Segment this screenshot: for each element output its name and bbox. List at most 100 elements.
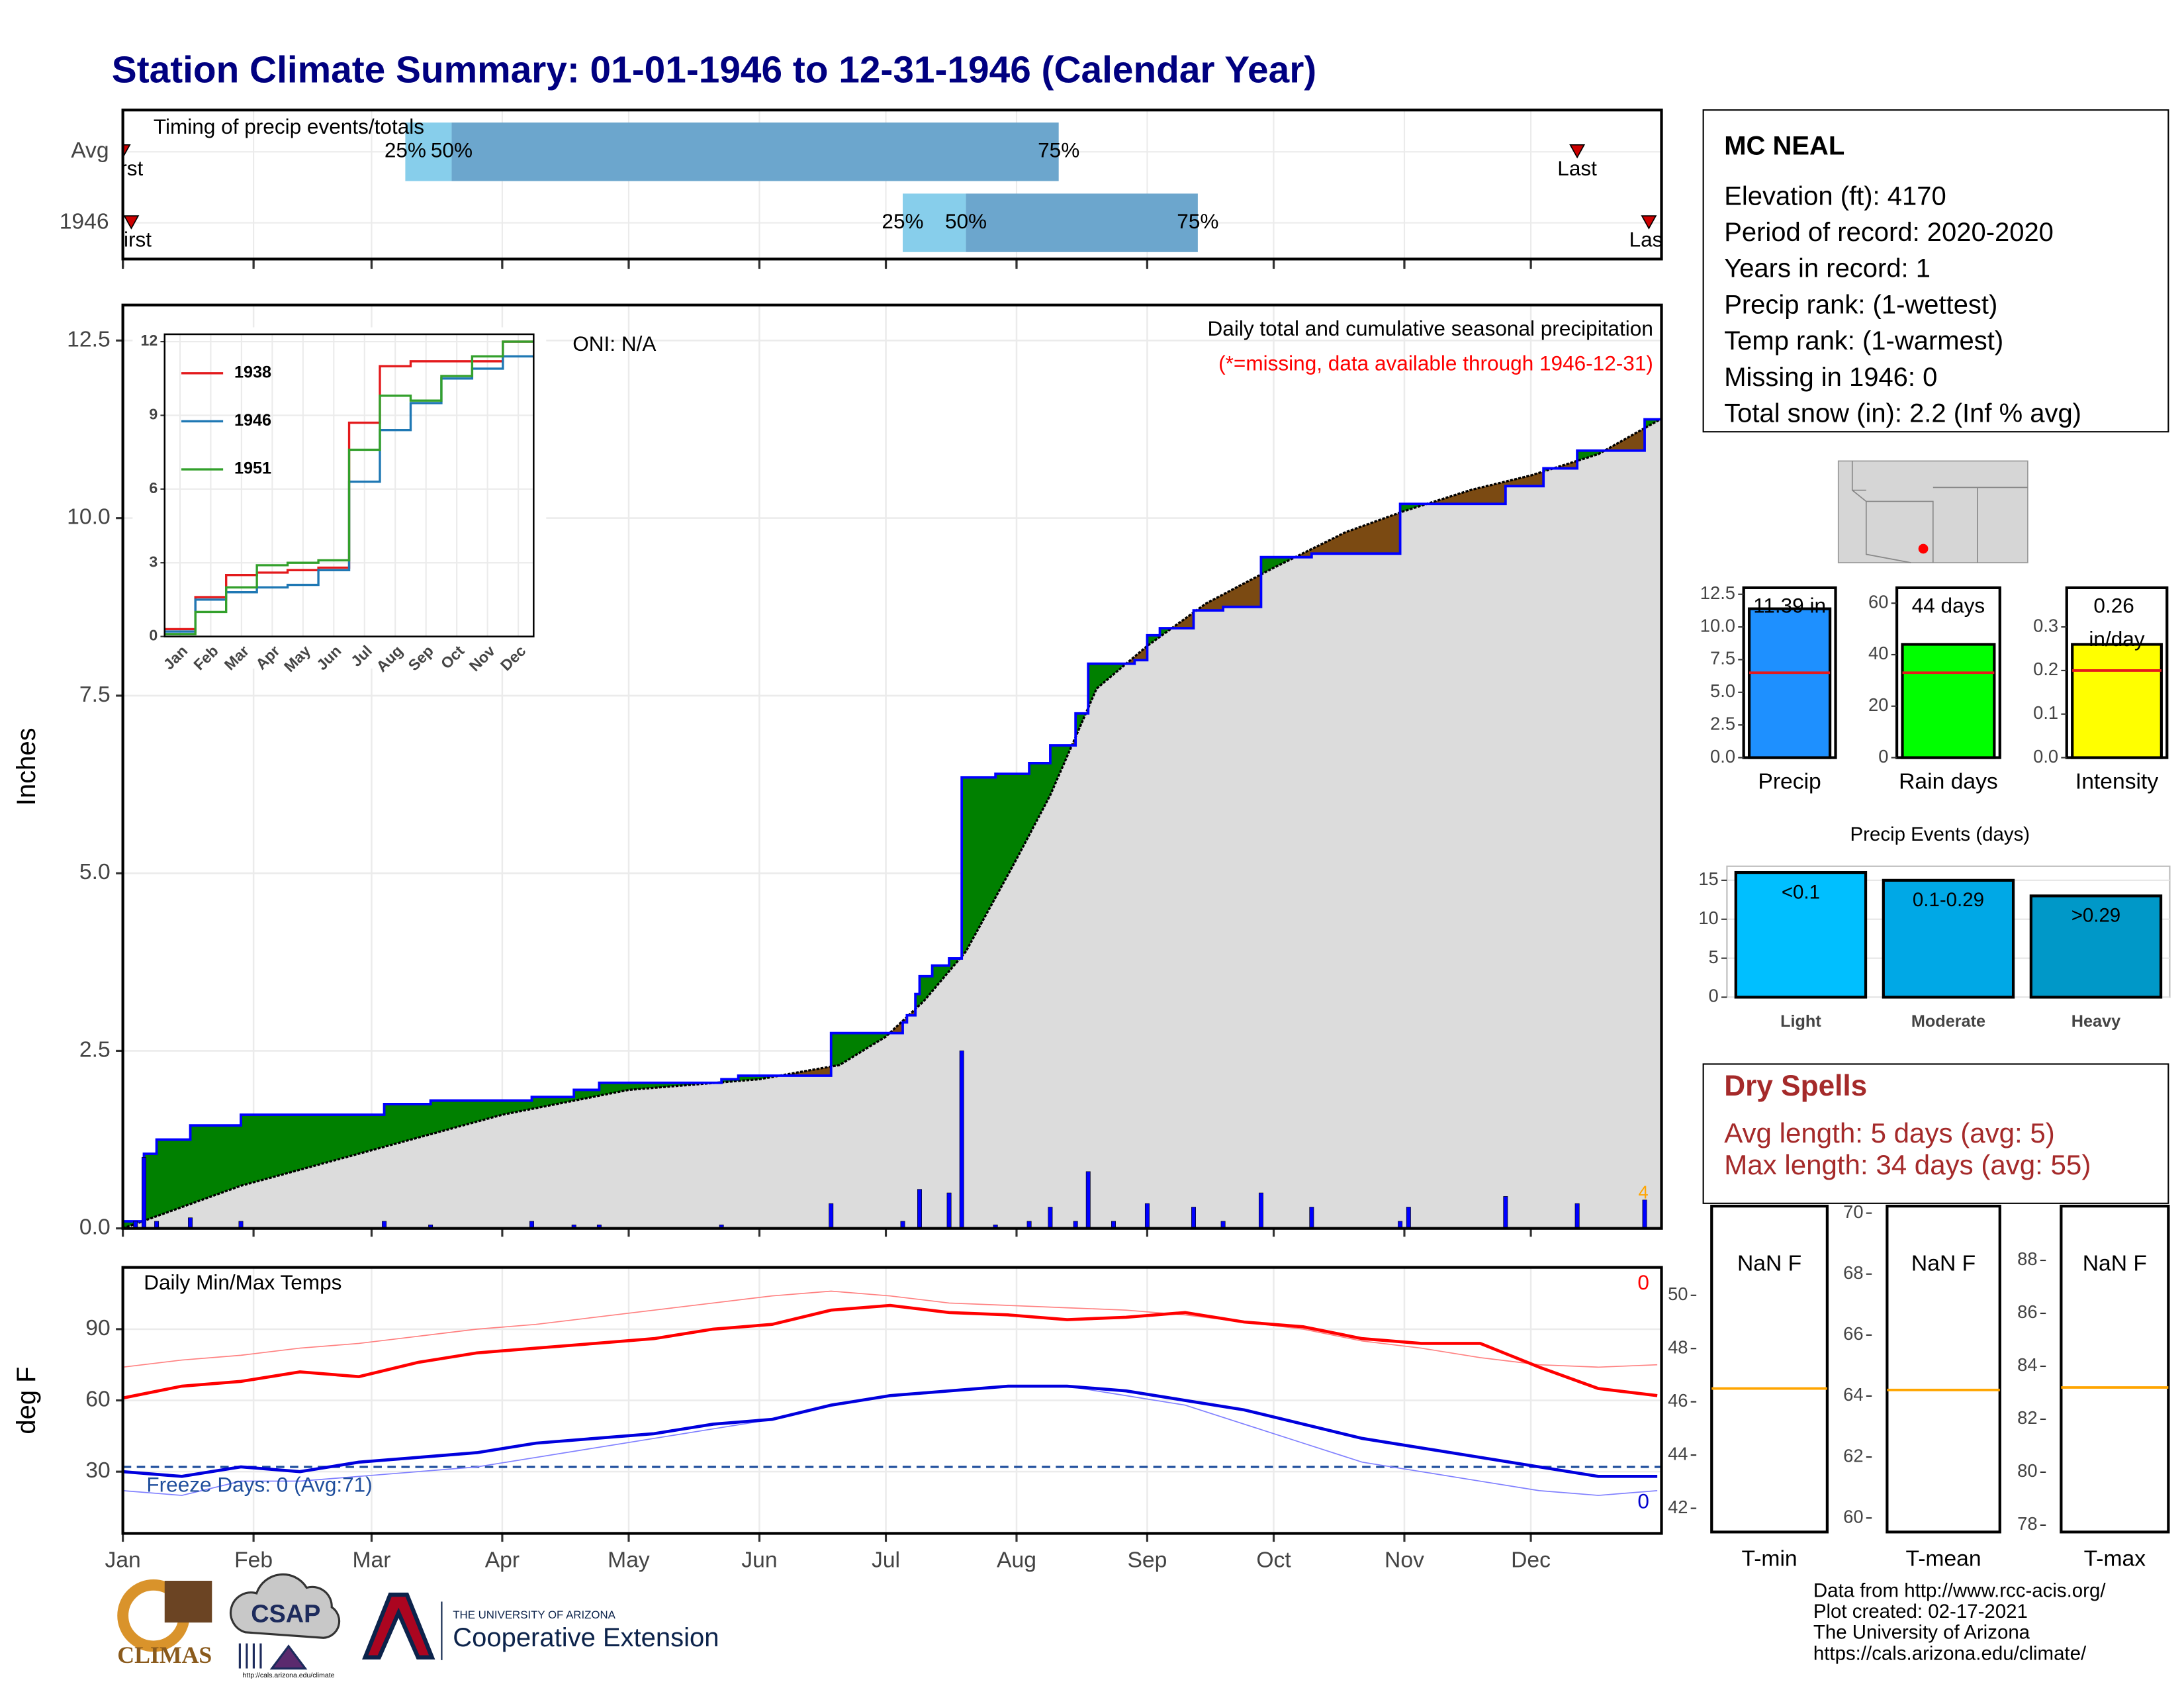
- station-location: [1918, 543, 1929, 554]
- percent-label: 50%: [945, 209, 987, 233]
- daily-bar: [959, 1051, 964, 1229]
- bar: [1901, 643, 1996, 759]
- climas-logo-text: CLIMAS: [117, 1642, 212, 1668]
- climas-emblem-block: [164, 1580, 212, 1623]
- bin-label: >0.29: [2071, 905, 2121, 927]
- panel: [1710, 1204, 1829, 1534]
- temp-line: [122, 1384, 1658, 1478]
- y-tick-label: 12.5: [67, 327, 111, 352]
- y-tick-label: 5: [1709, 947, 1719, 967]
- series-line: [164, 340, 534, 635]
- daily-bar: [946, 1192, 952, 1229]
- csap-cloud: [230, 1573, 341, 1639]
- x-tick-label: Aug: [997, 1548, 1036, 1572]
- daily-bar: [829, 1203, 834, 1229]
- dry-spell-info: Avg length: 5 days (avg: 5): [1724, 1117, 2055, 1149]
- x-tick-label: T-min: [1742, 1546, 1797, 1571]
- footer-line: The University of Arizona: [1813, 1622, 2030, 1644]
- y-tick-label: 7.5: [79, 682, 111, 707]
- temp-line: [122, 1303, 1658, 1400]
- x-tick-label: Light: [1780, 1012, 1821, 1031]
- chart-title: Timing of precip events/totals: [154, 115, 424, 138]
- frame: [163, 333, 535, 637]
- band-50-75: [966, 193, 1198, 252]
- y-tick-label: 62: [1843, 1445, 1863, 1466]
- x-tick-label: Nov: [1385, 1548, 1424, 1572]
- footer-line: Plot created: 02-17-2021: [1813, 1601, 2028, 1622]
- bin-label: <0.1: [1782, 881, 1820, 903]
- y-axis-label: Inches: [12, 727, 41, 806]
- y-tick-label: 5.0: [1710, 680, 1735, 701]
- daily-bar: [1574, 1203, 1580, 1229]
- extension-name: Cooperative Extension: [453, 1623, 719, 1652]
- station-info: Missing in 1946: 0: [1724, 363, 1937, 392]
- station-info: Period of record: 2020-2020: [1724, 218, 2054, 247]
- y-tick-label: 60: [85, 1387, 110, 1411]
- value-text: NaN F: [2083, 1251, 2147, 1276]
- timing-marker-label: First: [103, 156, 144, 180]
- y-tick-label: 12.5: [1700, 583, 1735, 603]
- timing-marker-label: Last: [1557, 156, 1597, 180]
- x-tick-label: T-max: [2084, 1546, 2146, 1571]
- x-tick-label: Jan: [105, 1548, 141, 1572]
- legend-label: 1946: [234, 411, 271, 430]
- timing-marker: [123, 215, 140, 230]
- average-area: [122, 419, 1662, 1229]
- y-tick-label: 88: [2017, 1248, 2037, 1269]
- y-tick-label: 2.5: [79, 1037, 111, 1062]
- x-tick-label: May: [608, 1548, 650, 1572]
- chart-title: Precip Events (days): [1850, 823, 2030, 845]
- value-label: 11.39 in: [1753, 594, 1826, 618]
- y-tick-label: 86: [2017, 1301, 2037, 1322]
- missing-note: (*=missing, data available through 1946-…: [1218, 352, 1653, 375]
- bar: [2071, 643, 2163, 759]
- x-tick-label: Intensity: [2075, 769, 2159, 794]
- daily-bar: [1406, 1207, 1411, 1229]
- y-tick-label: 0.2: [2033, 659, 2058, 679]
- dry-spells-title: Dry Spells: [1724, 1070, 1867, 1102]
- annotation: 0: [1637, 1270, 1649, 1294]
- bin-label: 0.1-0.29: [1913, 889, 1984, 911]
- y-tick-label: 9: [149, 406, 158, 423]
- y-tick-label: 7.5: [1710, 648, 1735, 669]
- y-tick-label: 80: [2017, 1460, 2037, 1481]
- y-tick-label: 15: [1698, 868, 1718, 889]
- location-map: [1837, 460, 2028, 563]
- x-tick-label: Heavy: [2071, 1012, 2120, 1031]
- average-line: [122, 417, 1662, 1230]
- annotation: 0: [1637, 1489, 1649, 1513]
- percent-label: 25%: [385, 138, 426, 162]
- x-tick-label: Apr: [485, 1548, 520, 1572]
- daily-bar: [1144, 1203, 1150, 1229]
- bar: [1882, 878, 2015, 999]
- band-25-50: [903, 193, 966, 252]
- band-50-75: [451, 122, 1059, 181]
- series-line: [164, 340, 534, 631]
- chart-subtitle: Daily total and cumulative seasonal prec…: [1208, 316, 1653, 340]
- y-tick-label: 20: [1868, 694, 1888, 715]
- frame: [121, 303, 1663, 1230]
- y-tick-label: 68: [1843, 1262, 1863, 1283]
- station-info: Precip rank: (1-wettest): [1724, 290, 1997, 319]
- station-info: Elevation (ft): 4170: [1724, 181, 1946, 211]
- cumulative-line: [122, 418, 1662, 1223]
- x-tick-label: Sep: [1127, 1548, 1167, 1572]
- ua-logo: [362, 1592, 435, 1660]
- bar: [2029, 894, 2163, 999]
- y-tick-label: 60: [1868, 591, 1888, 612]
- daily-bar: [1048, 1207, 1053, 1229]
- daily-bar: [1191, 1207, 1196, 1229]
- map-borders: [1851, 461, 2028, 563]
- footer-line: Data from http://www.rcc-acis.org/: [1813, 1580, 2106, 1602]
- bar: [1747, 607, 1832, 759]
- csap-logo-text: CSAP: [251, 1601, 320, 1628]
- row-label: Avg: [71, 138, 109, 163]
- y-tick-label: 12: [141, 332, 158, 349]
- y-tick-label: 6: [149, 479, 158, 496]
- y-tick-label: 30: [85, 1458, 110, 1483]
- percent-label: 50%: [431, 138, 473, 162]
- daily-bar: [1085, 1171, 1091, 1229]
- timing-marker: [1569, 144, 1586, 159]
- temp-line: [122, 1290, 1658, 1368]
